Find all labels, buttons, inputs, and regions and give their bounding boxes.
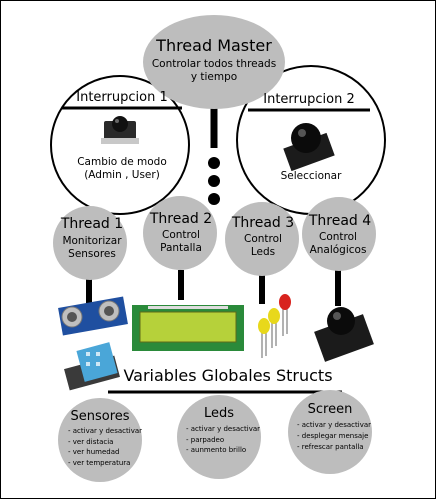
thread2-description-line2: Pantalla [160, 242, 202, 254]
lcd-display-icon [132, 305, 244, 351]
thread4-title: Thread 4 [308, 213, 372, 229]
struct-sensores-circle [58, 398, 142, 482]
struct-screen-item: - desplegar mensaje [297, 432, 369, 440]
thread1-circle [53, 206, 127, 280]
master-description-line2: y tiempo [190, 71, 238, 83]
master-description-line1: Controlar todos threads [151, 58, 277, 70]
interrupt1-circle [50, 75, 190, 215]
struct-leds-circle [177, 395, 261, 479]
thread3-description-line1: Control [244, 233, 282, 245]
analog-joystick-icon [314, 307, 374, 362]
struct-sensores-item: - ver temperatura [68, 458, 131, 467]
thread4-circle [302, 197, 376, 271]
humidity-sensor-icon [64, 342, 120, 391]
globals-title: Variables Globales Structs [123, 366, 333, 385]
struct-sensores-item: - ver distacia [68, 437, 114, 446]
thread2-description-line1: Control [162, 229, 200, 241]
struct-leds-item: - parpadeo [186, 435, 225, 444]
thread3-description-line2: Leds [250, 246, 276, 258]
struct-sensores-item: - ver humedad [68, 448, 120, 456]
interrupt2-description-line1: Seleccionar [280, 170, 342, 182]
thread1-description-line1: Monitorizar [62, 235, 122, 247]
struct-screen-list: - activar y desactivar - desplegar mensa… [297, 420, 371, 453]
struct-screen-circle [288, 390, 372, 474]
interrupt1-title: Interrupcion 1 [76, 90, 168, 105]
struct-leds-title: Leds [203, 406, 235, 421]
thread4-description-line2: Analógicos [309, 244, 367, 256]
struct-leds-item: - aunmento brillo [186, 446, 247, 454]
struct-leds-list: - activar y desactivar - parpadeo - aunm… [186, 424, 260, 456]
master-title: Thread Master [156, 36, 272, 55]
interrupt2-title: Interrupcion 2 [263, 92, 355, 107]
struct-screen-item: - refrescar pantalla [297, 443, 364, 451]
push-button-icon [101, 116, 139, 144]
struct-sensores-title: Sensores [70, 409, 130, 424]
thread3-circle [225, 202, 299, 276]
ellipsis-dot [208, 175, 220, 187]
thread2-circle [143, 196, 217, 270]
struct-sensores-item: - activar y desactivar [68, 427, 143, 435]
thread4-description-line1: Control [319, 231, 357, 243]
thread2-title: Thread 2 [149, 211, 213, 227]
struct-screen-item: - activar y desactivar [297, 421, 372, 429]
ellipsis-dot [208, 157, 220, 169]
joystick-icon [283, 123, 335, 172]
struct-sensores-list: - activar y desactivar - ver distacia - … [68, 426, 142, 468]
led-icons [258, 294, 291, 358]
master-circle [143, 15, 285, 109]
thread3-title: Thread 3 [231, 215, 295, 231]
interrupt1-description-line2: (Admin , User) [84, 169, 160, 181]
thread1-description-line2: Sensores [68, 248, 116, 260]
thread1-title: Thread 1 [60, 216, 124, 232]
ellipsis-dot [208, 193, 220, 205]
struct-leds-item: - activar y desactivar [186, 425, 261, 433]
ultrasonic-sensor-icon [58, 296, 128, 336]
struct-screen-title: Screen [307, 402, 353, 417]
interrupt1-description-line1: Cambio de modo [77, 156, 167, 168]
